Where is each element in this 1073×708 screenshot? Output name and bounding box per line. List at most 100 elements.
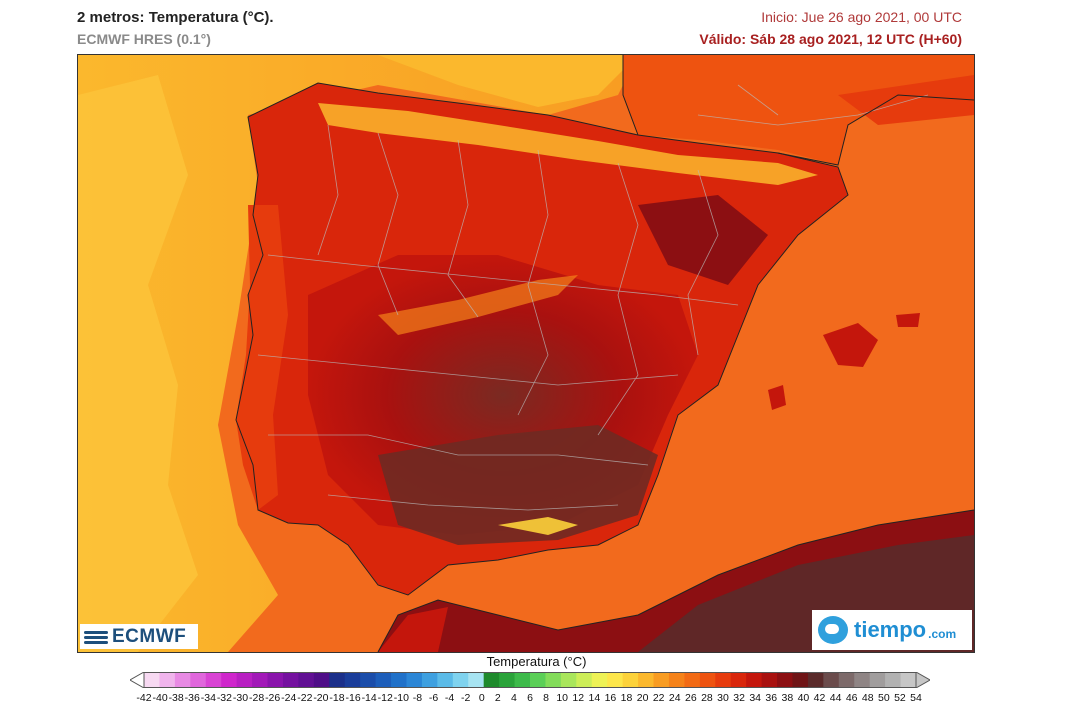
- colorbar-segment: [622, 672, 639, 688]
- colorbar-tick-label: 32: [733, 692, 745, 704]
- colorbar-segment: [174, 672, 191, 688]
- colorbar-segment: [900, 672, 917, 688]
- colorbar-segment: [746, 672, 763, 688]
- tiempo-logo[interactable]: tiempo .com: [812, 610, 972, 650]
- valid-time-label: Válido: Sáb 28 ago 2021, 12 UTC (H+60): [699, 31, 962, 47]
- colorbar-segment: [699, 672, 716, 688]
- map-title: 2 metros: Temperatura (°C).: [77, 9, 274, 26]
- colorbar-segment: [638, 672, 655, 688]
- ecmwf-logo: ECMWF: [80, 624, 198, 649]
- colorbar-segment: [421, 672, 438, 688]
- colorbar-tick-label: 8: [543, 692, 549, 704]
- mallorca-island: [823, 323, 878, 367]
- bay-of-biscay: [378, 55, 638, 107]
- colorbar-segment: [375, 672, 392, 688]
- colorbar-segment: [514, 672, 531, 688]
- colorbar-tick-label: -28: [248, 692, 265, 704]
- colorbar-segment: [761, 672, 778, 688]
- colorbar-tick-label: -8: [412, 692, 423, 704]
- africa-coastline: [377, 509, 974, 652]
- colorbar-tick-label: 52: [894, 692, 906, 704]
- colorbar-segment: [530, 672, 546, 688]
- colorbar-tick-label: 30: [717, 692, 729, 704]
- ebro-very-hot: [638, 195, 768, 285]
- colorbar-tick-label: 26: [684, 692, 697, 704]
- colorbar-segment: [483, 672, 500, 688]
- colorbar-tick-label: -20: [313, 692, 329, 704]
- colorbar-tick-label: -12: [377, 692, 393, 704]
- colorbar-tick-label: -6: [428, 692, 439, 704]
- colorbar-segment: [236, 672, 253, 688]
- colorbar-segment: [823, 672, 840, 688]
- colorbar-tick-label: -10: [393, 692, 409, 704]
- colorbar-segment: [452, 672, 469, 688]
- colorbar-segment: [854, 672, 871, 688]
- legend-title: Temperatura (°C): [486, 654, 587, 669]
- colorbar-tick-label: 6: [527, 692, 533, 704]
- colorbar-tick-label: 38: [781, 692, 794, 704]
- colorbar-segment: [607, 672, 624, 688]
- colorbar-tick-label: 18: [620, 692, 633, 704]
- colorbar-segment: [344, 672, 361, 688]
- colorbar-tick-label: 50: [877, 692, 890, 704]
- colorbar-tick-label: -40: [152, 692, 168, 704]
- colorbar-segment: [684, 672, 701, 688]
- menorca-island: [896, 313, 920, 327]
- temperature-map[interactable]: ECMWF tiempo .com: [77, 54, 975, 653]
- colorbar-segment: [144, 672, 160, 688]
- colorbar-tick-label: 46: [845, 692, 858, 704]
- colorbar-tick-label: 4: [510, 692, 517, 704]
- iberia-coastline: [235, 82, 849, 596]
- colorbar-tick-label: -38: [168, 692, 184, 704]
- colorbar-tick-label: 22: [652, 692, 665, 704]
- colorbar-max-arrow: [915, 672, 930, 688]
- colorbar-segment: [437, 672, 454, 688]
- ibiza-island: [768, 385, 786, 410]
- colorbar-tick-label: -18: [329, 692, 345, 704]
- colorbar-segment: [298, 672, 315, 688]
- colorbar-segment: [730, 672, 747, 688]
- colorbar-tick-label: 36: [765, 692, 778, 704]
- colorbar-segment: [159, 672, 176, 688]
- map-canvas: [78, 55, 974, 652]
- colorbar-tick-label: -22: [297, 692, 313, 704]
- colorbar-segment: [329, 672, 346, 688]
- init-time-label: Inicio: Jue 26 ago 2021, 00 UTC: [761, 9, 962, 25]
- colorbar-min-arrow: [130, 672, 145, 688]
- colorbar-segment: [267, 672, 284, 688]
- colorbar-tick-label: 2: [494, 692, 501, 704]
- colorbar-segment: [282, 672, 299, 688]
- colorbar-segment: [313, 672, 330, 688]
- colorbar-tick-label: 10: [556, 692, 568, 704]
- colorbar-segment: [792, 672, 809, 688]
- colorbar-tick-label: 28: [701, 692, 713, 704]
- atlantic-cool-band: [78, 75, 198, 652]
- colorbar-tick-label: -42: [136, 692, 152, 704]
- colorbar-tick-label: 40: [797, 692, 810, 704]
- colorbar-tick-labels: -42 -40 -38 -36 -34 -32 -30 -28 -26 -24 -22 -20 -18-…: [130, 692, 930, 706]
- colorbar-segment: [406, 672, 423, 688]
- colorbar-segment: [807, 672, 824, 688]
- colorbar-tick-label: 20: [636, 692, 649, 704]
- cloud-icon: [818, 616, 848, 644]
- colorbar-tick-label: -36: [184, 692, 200, 704]
- colorbar-tick-label: 54: [910, 692, 922, 704]
- colorbar-segment: [885, 672, 902, 688]
- colorbar-segment: [715, 672, 732, 688]
- guadalquivir-very-hot: [378, 425, 658, 545]
- morocco-coast: [378, 607, 448, 652]
- temperature-colorbar: [130, 672, 930, 688]
- colorbar-segment: [499, 672, 516, 688]
- colorbar-tick-label: 12: [572, 692, 585, 704]
- colorbar-tick-label: -16: [345, 692, 361, 704]
- colorbar-tick-label: -14: [361, 692, 377, 704]
- colorbar-tick-label: 42: [813, 692, 826, 704]
- colorbar-segment: [468, 672, 485, 688]
- colorbar-tick-label: 14: [588, 692, 601, 704]
- colorbar-tick-label: 16: [604, 692, 617, 704]
- tiempo-wordmark: tiempo: [854, 617, 927, 642]
- colorbar-segment: [391, 672, 407, 688]
- central-system: [378, 275, 578, 335]
- colorbar-segment: [560, 672, 577, 688]
- colorbar-tick-label: -24: [281, 692, 297, 704]
